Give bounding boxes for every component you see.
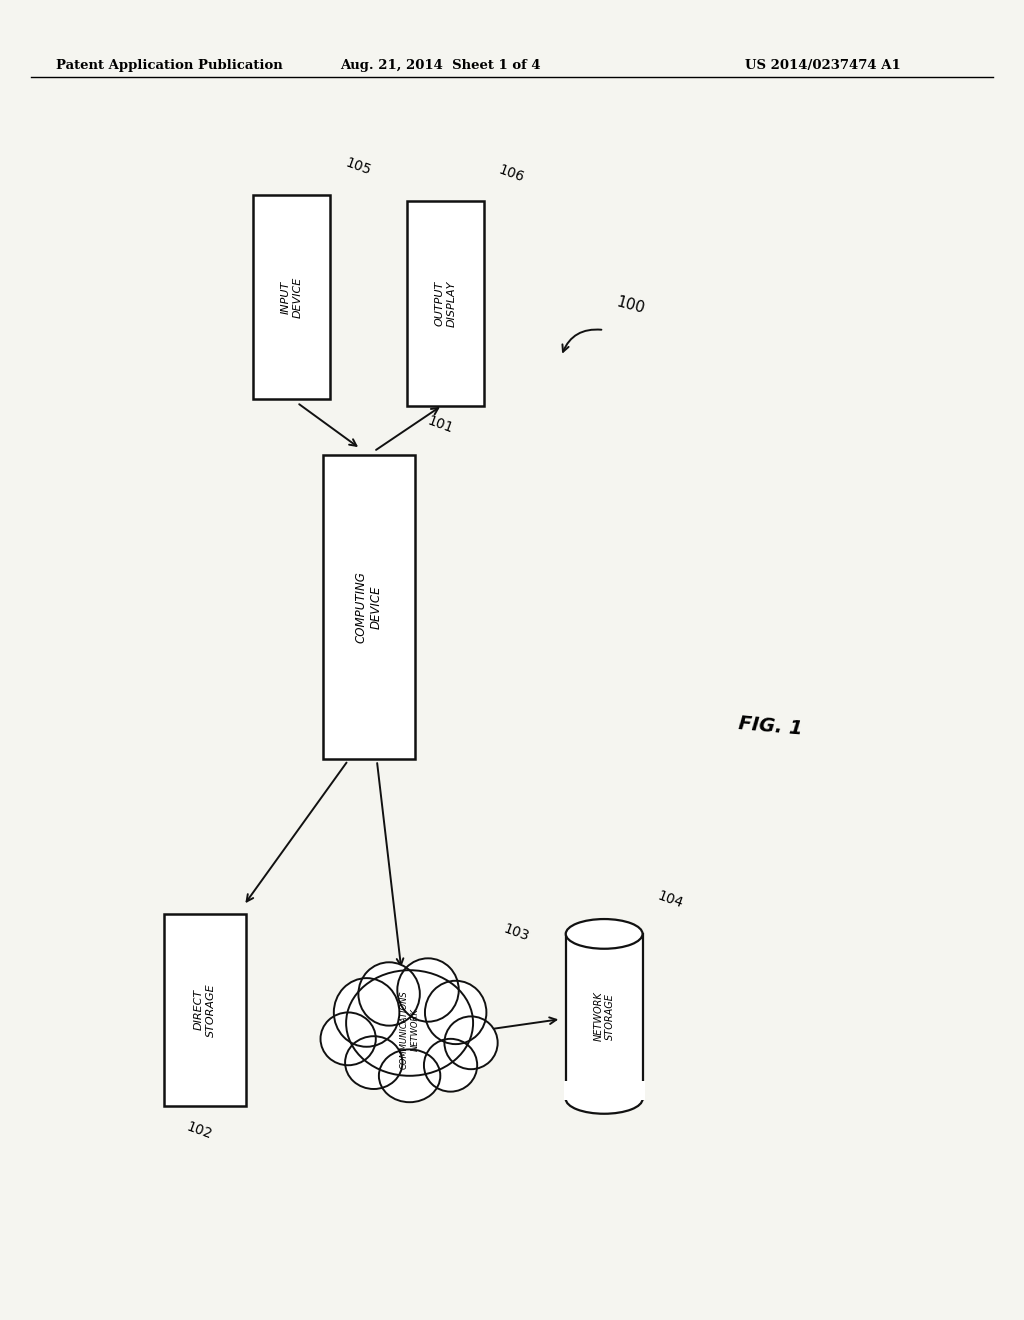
Text: INPUT
DEVICE: INPUT DEVICE: [281, 276, 303, 318]
Ellipse shape: [444, 1016, 498, 1069]
Bar: [563, 1081, 645, 1101]
Text: 101: 101: [425, 413, 455, 436]
Text: COMMUNICATIONS
NETWORK: COMMUNICATIONS NETWORK: [400, 990, 419, 1069]
Text: Aug. 21, 2014  Sheet 1 of 4: Aug. 21, 2014 Sheet 1 of 4: [340, 59, 541, 73]
Ellipse shape: [345, 1036, 402, 1089]
Text: 105: 105: [343, 156, 373, 178]
Text: NETWORK
STORAGE: NETWORK STORAGE: [593, 991, 615, 1041]
Text: OUTPUT
DISPLAY: OUTPUT DISPLAY: [434, 280, 457, 327]
Ellipse shape: [346, 970, 473, 1076]
Ellipse shape: [424, 1039, 477, 1092]
Ellipse shape: [565, 919, 643, 949]
Ellipse shape: [321, 1012, 376, 1065]
Ellipse shape: [379, 1049, 440, 1102]
Text: 100: 100: [614, 294, 646, 317]
Ellipse shape: [565, 1084, 643, 1114]
Bar: [323, 455, 415, 759]
Ellipse shape: [334, 978, 399, 1047]
Bar: [253, 194, 330, 399]
Text: FIG. 1: FIG. 1: [737, 714, 803, 738]
Bar: [164, 913, 246, 1106]
Text: 106: 106: [497, 162, 526, 185]
Bar: [565, 935, 643, 1098]
Ellipse shape: [425, 981, 486, 1044]
Ellipse shape: [358, 962, 420, 1026]
Text: DIRECT
STORAGE: DIRECT STORAGE: [194, 983, 216, 1036]
Text: 104: 104: [655, 888, 685, 911]
Ellipse shape: [397, 958, 459, 1022]
Text: US 2014/0237474 A1: US 2014/0237474 A1: [745, 59, 901, 73]
Text: 102: 102: [184, 1119, 214, 1142]
Bar: [408, 201, 484, 407]
Text: Patent Application Publication: Patent Application Publication: [56, 59, 283, 73]
Text: COMPUTING
DEVICE: COMPUTING DEVICE: [354, 572, 383, 643]
Text: 103: 103: [502, 921, 531, 944]
